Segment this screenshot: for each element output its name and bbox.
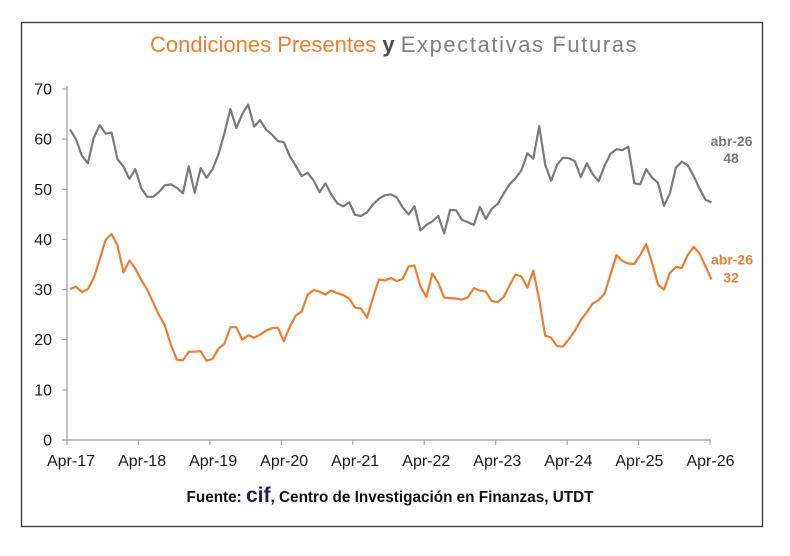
- svg-text:70: 70: [34, 82, 52, 99]
- svg-text:0: 0: [43, 433, 52, 450]
- svg-text:Apr-22: Apr-22: [402, 453, 450, 470]
- svg-text:32: 32: [723, 270, 739, 286]
- svg-text:30: 30: [34, 282, 52, 299]
- svg-text:Apr-24: Apr-24: [544, 453, 592, 470]
- svg-text:20: 20: [34, 332, 52, 349]
- svg-text:Fuente: cif, Centro de Investi: Fuente: cif, Centro de Investigación en …: [187, 484, 595, 507]
- svg-text:Apr-20: Apr-20: [260, 453, 308, 470]
- svg-text:48: 48: [723, 150, 739, 166]
- svg-text:50: 50: [34, 182, 52, 199]
- svg-text:60: 60: [34, 132, 52, 149]
- svg-text:Condiciones Presentes y Expect: Condiciones Presentes y Expectativas Fut…: [150, 32, 638, 57]
- svg-text:abr-26: abr-26: [711, 252, 753, 268]
- svg-text:Apr-26: Apr-26: [686, 453, 734, 470]
- svg-text:Apr-17: Apr-17: [47, 453, 95, 470]
- svg-text:40: 40: [34, 232, 52, 249]
- svg-text:10: 10: [34, 382, 52, 399]
- svg-text:Apr-18: Apr-18: [118, 453, 166, 470]
- svg-text:Apr-25: Apr-25: [615, 453, 663, 470]
- svg-text:Apr-23: Apr-23: [473, 453, 521, 470]
- svg-text:abr-26: abr-26: [710, 133, 752, 149]
- svg-text:Apr-19: Apr-19: [189, 453, 237, 470]
- svg-text:Apr-21: Apr-21: [331, 453, 379, 470]
